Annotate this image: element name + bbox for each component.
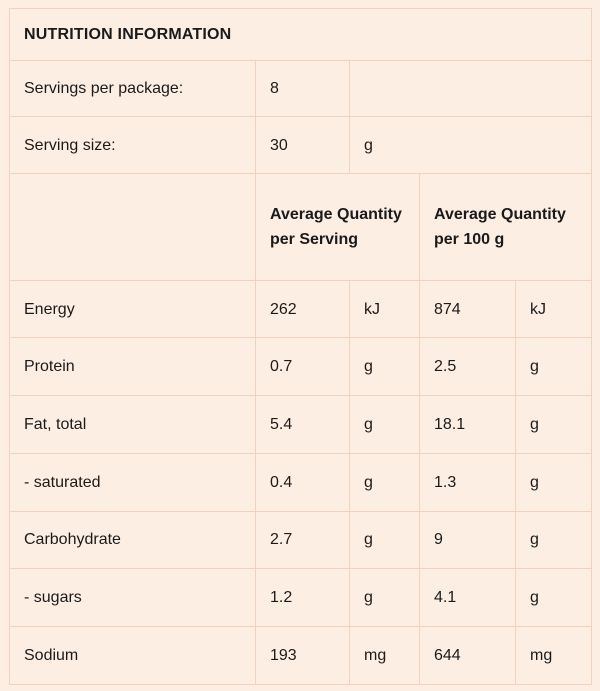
per-serving-value: 262 [255, 280, 350, 339]
table-row: Sodium 193 mg 644 mg [9, 626, 593, 685]
header-empty-cell [9, 173, 256, 282]
servings-per-package-value: 8 [255, 59, 350, 118]
nutrient-name: Energy [9, 280, 256, 339]
table-row: Fat, total 5.4 g 18.1 g [9, 394, 593, 454]
serving-size-row: Serving size: 30 g [9, 116, 593, 175]
per-100g-value: 644 [419, 626, 516, 685]
nutrient-name: Protein [9, 337, 256, 396]
per-100g-value: 874 [419, 280, 516, 339]
per-serving-value: 2.7 [255, 510, 350, 570]
table-row: Protein 0.7 g 2.5 g [9, 337, 593, 396]
serving-size-unit: g [348, 116, 593, 175]
per-serving-unit: kJ [349, 280, 420, 339]
per-100g-unit: g [514, 394, 593, 454]
per-serving-value: 193 [255, 626, 350, 685]
column-header-row: Average Quantity per Serving Average Qua… [9, 173, 593, 282]
table-row: - saturated 0.4 g 1.3 g [9, 452, 593, 512]
per-100g-unit: mg [514, 626, 593, 685]
per-serving-value: 5.4 [255, 394, 350, 454]
per-serving-unit: g [349, 568, 420, 628]
header-per-100g: Average Quantity per 100 g [418, 173, 593, 282]
per-serving-value: 0.7 [255, 337, 350, 396]
per-100g-unit: g [514, 510, 593, 570]
per-serving-value: 0.4 [255, 452, 350, 512]
per-100g-value: 9 [419, 510, 516, 570]
per-serving-unit: g [349, 394, 420, 454]
per-serving-unit: g [349, 510, 420, 570]
per-serving-unit: mg [349, 626, 420, 685]
nutrition-information-table: NUTRITION INFORMATION Servings per packa… [8, 8, 593, 685]
per-100g-unit: kJ [514, 280, 593, 339]
table-row: - sugars 1.2 g 4.1 g [9, 568, 593, 628]
serving-size-label: Serving size: [9, 116, 256, 175]
servings-per-package-row: Servings per package: 8 [9, 59, 593, 118]
title-row: NUTRITION INFORMATION [8, 8, 593, 61]
servings-per-package-label: Servings per package: [9, 59, 256, 118]
per-100g-value: 4.1 [419, 568, 516, 628]
per-100g-value: 18.1 [419, 394, 516, 454]
per-100g-value: 2.5 [419, 337, 516, 396]
table-title: NUTRITION INFORMATION [8, 8, 593, 61]
nutrient-name: Sodium [9, 626, 256, 685]
per-100g-unit: g [514, 568, 593, 628]
nutrient-name: - saturated [9, 452, 256, 512]
header-per-serving: Average Quantity per Serving [255, 173, 420, 282]
per-serving-value: 1.2 [255, 568, 350, 628]
per-100g-unit: g [514, 452, 593, 512]
serving-size-value: 30 [255, 116, 350, 175]
per-serving-unit: g [349, 452, 420, 512]
nutrient-name: Carbohydrate [9, 510, 256, 570]
servings-per-package-empty [348, 59, 593, 118]
per-100g-value: 1.3 [419, 452, 516, 512]
table-row: Carbohydrate 2.7 g 9 g [9, 510, 593, 570]
nutrient-name: - sugars [9, 568, 256, 628]
per-serving-unit: g [349, 337, 420, 396]
nutrient-name: Fat, total [9, 394, 256, 454]
table-row: Energy 262 kJ 874 kJ [9, 280, 593, 339]
per-100g-unit: g [514, 337, 593, 396]
